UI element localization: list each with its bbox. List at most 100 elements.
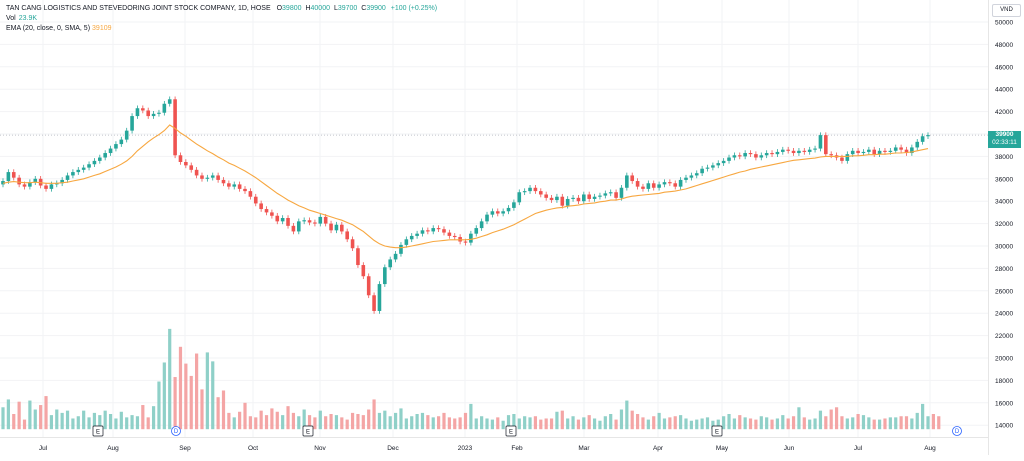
volume-bar	[108, 414, 113, 430]
candle-body	[135, 108, 140, 117]
candle-body	[44, 185, 48, 189]
legend-vol-label: Vol	[6, 15, 16, 22]
candle-body	[103, 153, 107, 158]
candle-body	[732, 155, 737, 158]
candle-body	[426, 230, 430, 232]
price-tick-label: 18000	[995, 378, 1013, 385]
volume-bar	[173, 377, 177, 430]
price-tick-label: 46000	[995, 64, 1013, 71]
legend-h-label: H	[305, 5, 311, 12]
volume-bar	[517, 418, 521, 430]
candle-body	[264, 209, 269, 213]
candle-body	[754, 154, 758, 158]
last-price-badge: 39900 02:33:11	[988, 131, 1021, 148]
legend-low: 39700	[337, 5, 358, 12]
candle-body	[727, 157, 731, 161]
candle-body	[764, 153, 769, 156]
volume-bar	[329, 414, 333, 430]
volume-bar	[899, 416, 903, 430]
candle-body	[538, 191, 543, 195]
candle-body	[893, 147, 898, 151]
volume-bar	[705, 417, 710, 430]
volume-bar	[571, 416, 575, 430]
time-axis[interactable]: Jul Aug Sep Oct Nov Dec 2023 Feb Mar Apr May Jun Jul…	[0, 437, 988, 456]
volume-bar	[937, 416, 941, 430]
earnings-marker-box	[505, 425, 517, 437]
legend-change: +100 (+0.25%)	[390, 5, 438, 12]
volume-bar	[281, 415, 285, 430]
volume-bar	[743, 417, 747, 430]
candle-body	[227, 183, 231, 187]
candle-body	[17, 177, 21, 185]
price-tick-label: 36000	[995, 176, 1013, 183]
currency-label[interactable]: VND	[992, 4, 1021, 17]
volume-bar	[216, 397, 220, 430]
volume-bar	[582, 417, 586, 430]
earnings-marker[interactable]: E	[92, 425, 104, 437]
candle-body	[474, 228, 479, 234]
price-tick-label: 48000	[995, 42, 1013, 49]
volume-bar	[770, 419, 774, 430]
candle-body	[592, 196, 597, 199]
dividend-marker[interactable]: D	[952, 426, 962, 436]
volume-bar	[775, 418, 780, 430]
volume-bar	[689, 420, 693, 430]
candle-body	[28, 182, 32, 187]
legend-ema-label: EMA (20, close, 0, SMA, 5)	[6, 25, 91, 32]
candle-body	[108, 148, 113, 154]
volume-bar	[539, 419, 543, 430]
earnings-marker[interactable]: E	[302, 425, 314, 437]
candle-body	[824, 135, 828, 155]
time-tick-label: Oct	[248, 445, 258, 452]
price-tick-label: 44000	[995, 87, 1013, 94]
volume-bar	[711, 420, 715, 430]
candle-body	[603, 193, 608, 196]
candle-body	[210, 175, 215, 178]
dividend-marker[interactable]: D	[171, 426, 181, 436]
candle-body	[259, 203, 263, 210]
candle-body	[243, 188, 247, 192]
volume-bar	[904, 416, 909, 430]
candle-body	[393, 253, 398, 260]
volume-bar	[490, 419, 494, 430]
candle-body	[162, 103, 167, 113]
volume-bar	[722, 416, 726, 430]
candle-body	[694, 173, 699, 176]
candle-body	[151, 113, 156, 117]
earnings-marker[interactable]: E	[505, 425, 517, 437]
volume-bar	[55, 409, 59, 430]
volume-bar	[840, 416, 844, 430]
candle-body	[780, 149, 785, 152]
volume-bar	[184, 363, 188, 430]
price-tick-label: 14000	[995, 423, 1013, 430]
volume-bar	[410, 416, 414, 430]
volume-bar	[845, 418, 849, 430]
candle-body	[813, 148, 817, 150]
candle-body	[861, 151, 866, 154]
candle-body	[614, 192, 618, 198]
price-axis[interactable]: 5000048000460004400042000400003800036000…	[988, 0, 1024, 455]
candle-body	[625, 175, 629, 188]
candle-body	[307, 220, 312, 223]
volume-bar	[786, 418, 790, 430]
candle-body	[81, 167, 86, 170]
candle-body	[323, 216, 328, 224]
price-tick-label: 34000	[995, 199, 1013, 206]
price-tick-label: 42000	[995, 109, 1013, 116]
candle-body	[409, 235, 414, 240]
candle-body	[340, 224, 344, 232]
volume-bar	[227, 412, 231, 430]
volume-bar	[759, 416, 763, 430]
volume-bar	[931, 414, 935, 430]
volume-bar	[286, 406, 290, 430]
volume-bar	[437, 416, 441, 430]
candle-body	[915, 141, 920, 148]
candle-body	[786, 149, 790, 151]
candle-body	[22, 184, 27, 187]
volume-bar	[453, 418, 457, 430]
candle-body	[291, 225, 296, 232]
earnings-marker[interactable]: E	[711, 425, 723, 437]
candle-body	[60, 179, 64, 184]
